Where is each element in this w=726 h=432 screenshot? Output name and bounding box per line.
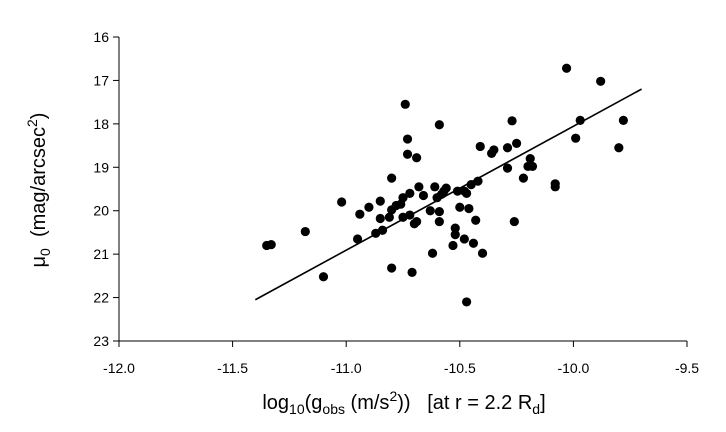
data-point bbox=[430, 182, 440, 192]
data-point bbox=[475, 141, 485, 152]
data-point bbox=[448, 240, 458, 251]
data-point bbox=[509, 216, 519, 227]
data-point bbox=[450, 230, 460, 240]
data-point bbox=[425, 206, 435, 216]
data-point bbox=[441, 183, 451, 193]
data-point bbox=[400, 99, 410, 109]
data-point bbox=[575, 115, 585, 125]
data-point bbox=[414, 182, 424, 192]
data-points bbox=[262, 63, 628, 307]
data-point bbox=[337, 197, 347, 207]
data-point bbox=[434, 206, 444, 217]
data-point bbox=[489, 145, 499, 155]
y-tick-label: 20 bbox=[93, 203, 109, 219]
data-point bbox=[527, 161, 538, 172]
x-tick-label: -12.0 bbox=[103, 360, 135, 376]
data-point bbox=[507, 116, 517, 126]
data-point bbox=[418, 190, 429, 201]
fit-line-group bbox=[254, 88, 642, 301]
data-point bbox=[550, 179, 560, 189]
tick-labels: 16 17 18 19 20 21 22 23 -12.0 -11.5 -11.0 -10.5 -10.… bbox=[93, 29, 699, 376]
data-point bbox=[462, 297, 472, 307]
data-point bbox=[518, 173, 529, 183]
data-point bbox=[398, 193, 408, 203]
y-tick-label: 19 bbox=[93, 159, 109, 175]
data-point bbox=[473, 176, 483, 186]
data-point bbox=[375, 213, 385, 224]
data-point bbox=[464, 203, 474, 214]
data-point bbox=[466, 180, 476, 190]
data-point bbox=[377, 225, 388, 235]
data-point bbox=[455, 202, 465, 212]
y-tick-label: 16 bbox=[93, 29, 109, 45]
data-point bbox=[412, 153, 422, 163]
data-point bbox=[450, 223, 460, 233]
data-point bbox=[384, 212, 394, 222]
data-point bbox=[407, 267, 417, 277]
y-tick-label: 18 bbox=[93, 116, 109, 132]
data-point bbox=[427, 248, 438, 258]
x-axis-title: log10(gobs (m/s2)) [at r = 2.2 Rd] bbox=[262, 388, 545, 417]
y-tick-label: 21 bbox=[93, 246, 109, 262]
data-point bbox=[571, 133, 581, 143]
data-point bbox=[511, 138, 522, 148]
y-tick-label: 22 bbox=[93, 290, 109, 306]
data-point bbox=[318, 272, 329, 282]
data-point bbox=[402, 149, 413, 159]
data-point bbox=[266, 239, 276, 250]
data-point bbox=[412, 216, 422, 227]
data-point bbox=[502, 163, 513, 173]
y-axis-title: μ0 (mag/arcsec2) bbox=[24, 113, 53, 268]
data-point bbox=[614, 143, 624, 153]
data-point bbox=[434, 120, 444, 130]
data-point bbox=[434, 216, 444, 227]
data-point bbox=[405, 188, 415, 198]
data-point bbox=[355, 209, 365, 219]
data-point bbox=[452, 186, 463, 196]
data-point bbox=[502, 143, 513, 153]
data-point bbox=[561, 63, 572, 73]
axes bbox=[113, 36, 688, 347]
x-tick-label: -11.5 bbox=[217, 360, 248, 376]
data-point bbox=[387, 173, 397, 183]
x-tick-label: -11.0 bbox=[331, 360, 362, 376]
data-point bbox=[387, 263, 397, 273]
fit-line bbox=[254, 88, 642, 301]
data-point bbox=[402, 134, 413, 144]
data-point bbox=[364, 202, 374, 212]
data-point bbox=[375, 196, 385, 206]
x-tick-label: -10.0 bbox=[557, 360, 589, 376]
x-tick-label: -10.5 bbox=[444, 360, 476, 376]
data-point bbox=[525, 154, 535, 164]
data-point bbox=[405, 210, 415, 220]
y-tick-label: 17 bbox=[93, 72, 109, 88]
data-point bbox=[477, 248, 488, 258]
data-point bbox=[352, 234, 363, 244]
y-tick-label: 23 bbox=[93, 333, 109, 349]
x-tick-label: -9.5 bbox=[675, 360, 699, 376]
data-point bbox=[471, 215, 481, 225]
data-point bbox=[300, 226, 310, 237]
data-point bbox=[462, 188, 472, 198]
data-point bbox=[468, 238, 479, 248]
data-point bbox=[596, 76, 606, 86]
data-point bbox=[618, 115, 628, 125]
data-point bbox=[459, 234, 469, 244]
